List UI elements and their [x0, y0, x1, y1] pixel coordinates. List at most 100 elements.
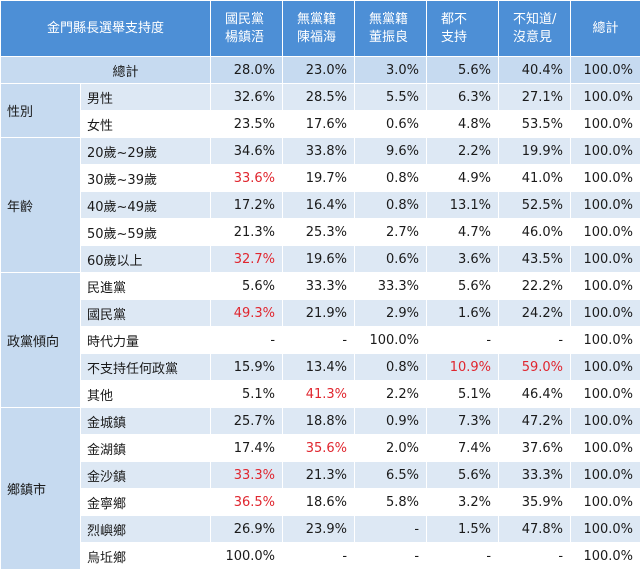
table-cell: 2.9% [354, 299, 428, 327]
table-cell: 6.3% [426, 83, 500, 111]
table-cell: 2.2% [354, 380, 428, 408]
header-line1: 不知道/ [513, 11, 557, 27]
row-label: 40歲~49歲 [79, 191, 212, 219]
row-label: 60歲以上 [79, 245, 212, 273]
row-label: 其他 [79, 380, 212, 408]
table-cell: 18.6% [282, 488, 356, 516]
row-label: 女性 [79, 110, 212, 138]
total-row-label: 總計 [0, 56, 212, 84]
row-label: 金城鎮 [79, 407, 212, 435]
table-row: 其他 5.1% 41.3% 2.2% 5.1% 46.4% 100.0% [1, 380, 640, 408]
table-cell: 33.3% [210, 461, 284, 489]
table-cell: 100.0% [570, 461, 640, 489]
header-line2: 陳福海 [297, 29, 337, 45]
table-cell: 41.3% [282, 380, 356, 408]
table-cell: 53.5% [498, 110, 572, 138]
table-cell: 100.0% [210, 542, 284, 570]
table-cell: 4.7% [426, 218, 500, 246]
group-label: 政黨傾向 [0, 272, 81, 408]
table-cell: 100.0% [570, 434, 640, 462]
table-cell: 5.6% [210, 272, 284, 300]
table-cell: 100.0% [570, 245, 640, 273]
table-cell: 21.3% [282, 461, 356, 489]
table-cell: 0.8% [354, 164, 428, 192]
table-cell: 21.9% [282, 299, 356, 327]
table-cell: 19.7% [282, 164, 356, 192]
header-line1: 都不 [441, 11, 468, 27]
table-cell: 1.6% [426, 299, 500, 327]
table-cell: - [498, 542, 572, 570]
table-cell: 100.0% [570, 56, 640, 84]
table-cell: 9.6% [354, 137, 428, 165]
header-line2: 沒意見 [513, 29, 553, 45]
row-label: 30歲~39歲 [79, 164, 212, 192]
table-cell: - [426, 326, 500, 354]
table-cell: 28.0% [210, 56, 284, 84]
row-label: 烏坵鄉 [79, 542, 212, 570]
table-cell: 36.5% [210, 488, 284, 516]
table-cell: - [282, 542, 356, 570]
table-cell: 17.6% [282, 110, 356, 138]
header-line1: 無黨籍 [369, 11, 409, 27]
table-row: 金湖鎮 17.4% 35.6% 2.0% 7.4% 37.6% 100.0% [1, 434, 640, 462]
table-cell: 52.5% [498, 191, 572, 219]
table-cell: 59.0% [498, 353, 572, 381]
table-cell: 46.4% [498, 380, 572, 408]
table-row: 40歲~49歲 17.2% 16.4% 0.8% 13.1% 52.5% 100.0% [1, 191, 640, 219]
table-cell: 3.0% [354, 56, 428, 84]
table-cell: 33.6% [210, 164, 284, 192]
table-cell: - [282, 326, 356, 354]
row-label: 金湖鎮 [79, 434, 212, 462]
table-cell: 13.4% [282, 353, 356, 381]
table-row: 政黨傾向 民進黨 5.6% 33.3% 33.3% 5.6% 22.2% 100.0% [0, 272, 640, 408]
table-cell: 21.3% [210, 218, 284, 246]
group-label: 年齡 [0, 137, 81, 273]
total-row: 總計 28.0% 23.0% 3.0% 5.6% 40.4% 100.0% [0, 56, 640, 84]
header-cell: 無黨籍 陳福海 [282, 0, 356, 57]
table-row: 性別 男性 32.6% 28.5% 5.5% 6.3% 27.1% 100.0% [0, 83, 640, 138]
table-cell: 13.1% [426, 191, 500, 219]
row-label: 男性 [79, 83, 212, 111]
table-cell: 5.8% [354, 488, 428, 516]
table-cell: 5.6% [426, 461, 500, 489]
table-cell: 5.1% [210, 380, 284, 408]
table-cell: 17.2% [210, 191, 284, 219]
table-cell: 35.9% [498, 488, 572, 516]
table-cell: 100.0% [570, 488, 640, 516]
table-cell: 27.1% [498, 83, 572, 111]
table-cell: 41.0% [498, 164, 572, 192]
table-row: 烏坵鄉 100.0% - - - -100.0% [1, 542, 640, 570]
table-cell: 37.6% [498, 434, 572, 462]
table-cell: 0.6% [354, 245, 428, 273]
row-label: 不支持任何政黨 [79, 353, 212, 381]
header-line2: 董振良 [369, 29, 409, 45]
table-row: 年齡 20歲~29歲 34.6% 33.8% 9.6% 2.2% 19.9% 100.0% [0, 137, 640, 273]
table-cell: 100.0% [570, 137, 640, 165]
header-line2: 楊鎮浯 [225, 29, 265, 45]
table-cell: - [354, 542, 428, 570]
table-cell: 47.2% [498, 407, 572, 435]
table-cell: 100.0% [570, 542, 640, 570]
table-cell: 24.2% [498, 299, 572, 327]
row-label: 民進黨 [79, 272, 212, 300]
row-label: 金寧鄉 [79, 488, 212, 516]
table-cell: 100.0% [570, 353, 640, 381]
table-cell: 4.9% [426, 164, 500, 192]
table-row: 時代力量 - -100.0% - -100.0% [1, 326, 640, 354]
header-cell: 無黨籍 董振良 [354, 0, 428, 57]
table-cell: - [498, 326, 572, 354]
header-line1: 總計 [592, 20, 619, 36]
table-cell: 4.8% [426, 110, 500, 138]
table-cell: 2.2% [426, 137, 500, 165]
grouped-rows: 性別 男性 32.6% 28.5% 5.5% 6.3% 27.1% 100.0% 女性 23.5%… [0, 83, 640, 570]
row-label: 20歲~29歲 [79, 137, 212, 165]
table-cell: 7.4% [426, 434, 500, 462]
table-cell: 5.1% [426, 380, 500, 408]
table-cell: 0.6% [354, 110, 428, 138]
group-label: 鄉鎮市 [0, 407, 81, 570]
table-row: 國民黨 49.3% 21.9% 2.9% 1.6% 24.2% 100.0% [1, 299, 640, 327]
table-cell: 5.6% [426, 56, 500, 84]
table-cell: 0.9% [354, 407, 428, 435]
table-cell: 23.5% [210, 110, 284, 138]
table-cell: 35.6% [282, 434, 356, 462]
